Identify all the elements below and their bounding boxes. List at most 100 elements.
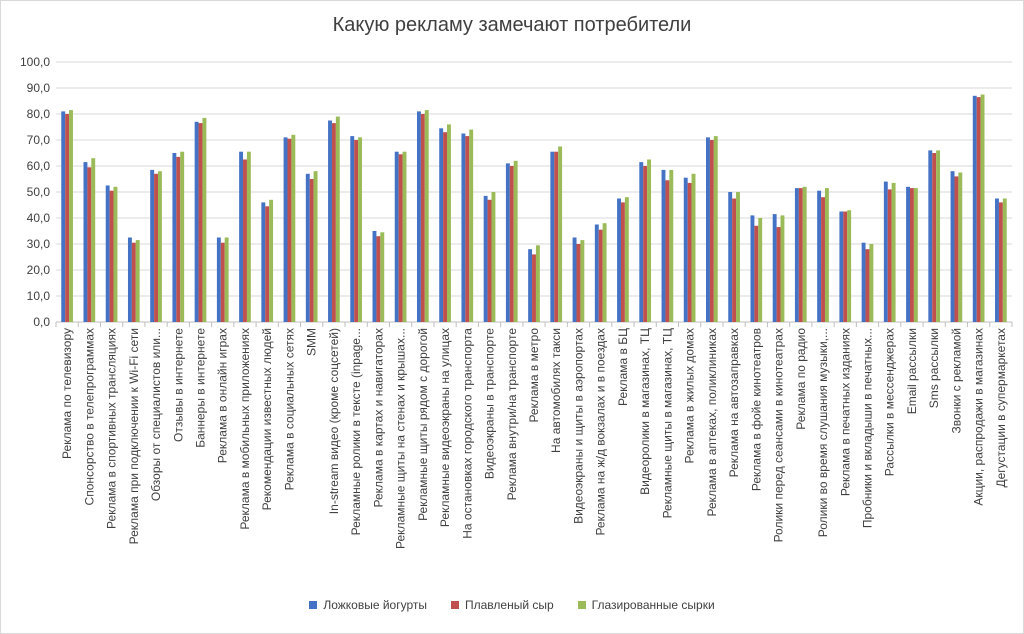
bar [509, 166, 514, 322]
y-tick-label: 60,0 [27, 159, 51, 173]
bar [402, 151, 407, 322]
category-label: Email рассылки [905, 328, 919, 414]
bar [932, 153, 937, 322]
bar [995, 198, 999, 322]
bar [691, 173, 696, 322]
y-tick-label: 30,0 [27, 237, 51, 251]
bar [861, 242, 866, 322]
category-label: Реклама в жилых домах [683, 328, 697, 463]
y-tick-label: 80,0 [27, 107, 51, 121]
bar [709, 140, 714, 322]
bar [65, 114, 70, 322]
y-tick-label: 70,0 [27, 133, 51, 147]
bar [105, 185, 110, 322]
category-label: Баннеры в интернете [194, 328, 208, 448]
bar [313, 171, 318, 322]
category-label: Обзоры от специалистов или... [149, 328, 163, 501]
category-label: Реклама в БЦ [616, 328, 630, 406]
bar [972, 95, 977, 322]
bar [687, 182, 692, 322]
bar [172, 153, 177, 322]
bar [335, 116, 340, 322]
category-label: Реклама при подключении к Wi-Fi сети [127, 328, 141, 544]
bar [194, 121, 199, 322]
bar [883, 181, 888, 322]
category-label: Sms рассылки [927, 328, 941, 408]
bar [780, 215, 785, 322]
category-label: In-stream видео (кроме соцсетей) [327, 328, 341, 514]
bar [261, 202, 266, 322]
category-label: Рекламные видеоэкраны на улицах [438, 328, 452, 527]
bar [528, 249, 533, 322]
bar [665, 180, 670, 322]
bar [331, 123, 336, 322]
category-label: Реклама в мобильных приложениях [238, 328, 252, 530]
bar [802, 186, 807, 322]
bar [287, 138, 292, 322]
bar [758, 218, 763, 322]
category-label: Реклама в фойе кинотеатров [749, 328, 763, 491]
bar [754, 225, 759, 322]
bar [420, 114, 425, 322]
bar [127, 237, 132, 322]
category-label: Ролики перед сеансами в кинотеатрах [772, 328, 786, 542]
bar [1002, 198, 1007, 322]
bar [794, 188, 799, 322]
bar [824, 188, 829, 322]
bar [550, 151, 555, 322]
y-tick-label: 40,0 [27, 211, 51, 225]
legend-item-cheese: Плавленый сыр [451, 598, 554, 612]
bar [505, 163, 510, 322]
bar [113, 186, 118, 322]
bar [443, 132, 448, 322]
bar [643, 166, 648, 322]
bar [683, 177, 688, 322]
bar [283, 137, 288, 322]
bar [380, 232, 385, 322]
bar [602, 223, 607, 322]
bar [554, 151, 559, 322]
bar [647, 159, 652, 322]
bar [865, 249, 870, 322]
bar [224, 237, 229, 322]
category-label: Реклама в картах и навигаторах [371, 328, 385, 507]
bar [328, 120, 332, 322]
bar [69, 110, 73, 322]
bar [461, 133, 466, 322]
category-label: Спонсорство в телепрограммах [82, 328, 96, 505]
bar [439, 128, 444, 322]
bar [350, 136, 355, 322]
category-label: Реклама на автозаправках [727, 328, 741, 477]
bar [513, 160, 518, 322]
bar [950, 171, 955, 322]
y-tick-label: 50,0 [27, 185, 51, 199]
bar [180, 151, 185, 322]
y-tick-label: 0,0 [33, 315, 50, 329]
bar [976, 97, 981, 322]
bar [624, 197, 629, 322]
bar [198, 123, 203, 322]
y-tick-label: 90,0 [27, 81, 51, 95]
legend-swatch-curd [577, 601, 586, 609]
bar [732, 198, 737, 322]
bar [669, 169, 674, 322]
category-label: Рекламные щиты на стенах и крышах... [394, 328, 408, 549]
bar [469, 129, 474, 322]
category-label: Реклама по радио [794, 328, 808, 430]
bar [713, 136, 718, 322]
bar [376, 236, 381, 322]
bar [239, 151, 244, 322]
y-tick-label: 10,0 [27, 289, 51, 303]
legend-label-curd: Глазированные сырки [591, 598, 715, 612]
bar [176, 156, 181, 322]
bar [447, 124, 451, 323]
bar [998, 202, 1003, 322]
bar [491, 192, 496, 322]
bar [580, 240, 585, 322]
bar [246, 151, 251, 322]
category-label: Реклама по телевизору [60, 328, 74, 459]
category-label: Видеоэкраны и щиты в аэропортах [571, 328, 585, 524]
bar [620, 202, 625, 322]
bar [954, 176, 959, 322]
bar [913, 188, 918, 322]
